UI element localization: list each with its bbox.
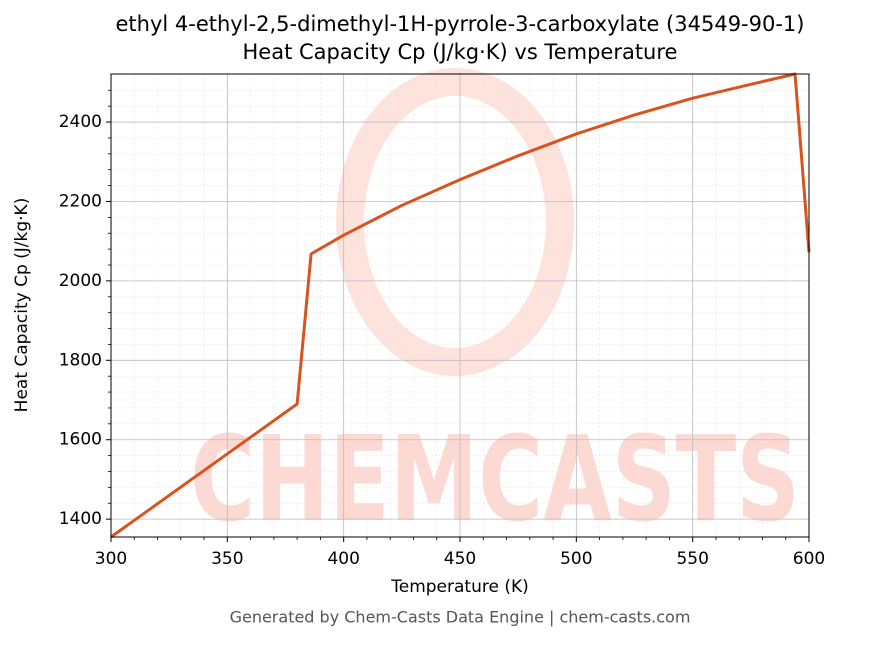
watermark-logo [336, 68, 574, 376]
y-tick-label: 2400 [59, 112, 102, 132]
chart-subtitle: Heat Capacity Cp (J/kg·K) vs Temperature [243, 40, 678, 64]
data-line [110, 72, 811, 539]
y-tick-label: 1800 [59, 350, 102, 370]
x-tick-label: 300 [95, 549, 127, 569]
chart-title: ethyl 4-ethyl-2,5-dimethyl-1H-pyrrole-3-… [116, 12, 805, 36]
plot-frame [110, 73, 810, 538]
footer: Generated by Chem-Casts Data Engine | ch… [230, 608, 691, 627]
y-tick-label: 1400 [59, 509, 102, 529]
x-tick-label: 400 [327, 549, 359, 569]
x-tick-label: 500 [560, 549, 592, 569]
x-tick-label: 450 [444, 549, 476, 569]
y-tick-label: 2200 [59, 191, 102, 211]
x-tick-label: 350 [211, 549, 243, 569]
y-tick-label: 1600 [59, 430, 102, 450]
x-axis-label: Temperature (K) [390, 577, 529, 597]
watermark: CHEMCASTS [190, 410, 800, 548]
y-axis-label: Heat Capacity Cp (J/kg·K) [12, 198, 32, 413]
x-tick-label: 600 [793, 549, 825, 569]
x-tick-label: 550 [676, 549, 708, 569]
y-tick-label: 2000 [59, 271, 102, 291]
